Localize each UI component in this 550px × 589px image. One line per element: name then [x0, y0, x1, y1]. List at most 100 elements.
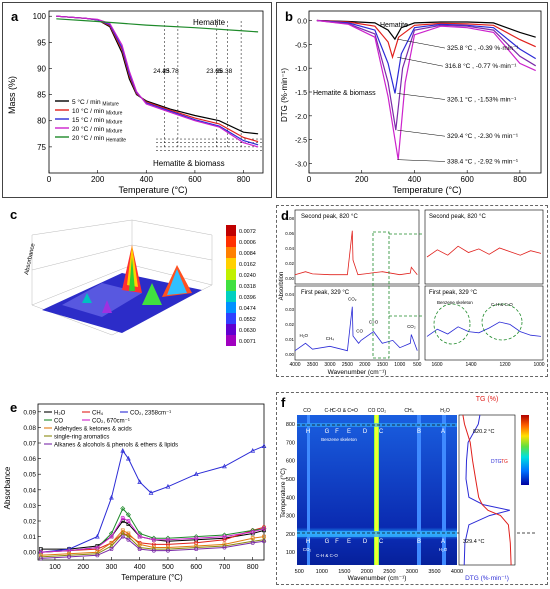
- top-band-label: C-O & C=O: [332, 408, 358, 414]
- zoom-box: [372, 231, 390, 359]
- peak-label: CH₄: [326, 336, 334, 341]
- z-axis-label: Absorbance: [24, 242, 37, 275]
- legend-label: CO₂, 2358cm⁻¹: [130, 411, 171, 417]
- legend-dtg: DTG: [491, 459, 502, 465]
- series-line: [56, 15, 259, 148]
- top-band-label: CH₄: [404, 408, 413, 414]
- tg-dtg-curves: DTG TG: [462, 414, 512, 566]
- y-tick-label: 0.05: [23, 472, 36, 479]
- x-tick-label: 3000: [406, 569, 418, 575]
- band-a: [442, 415, 446, 565]
- x-tick-label: 500: [413, 362, 422, 368]
- x-tick-label: 500: [295, 569, 304, 575]
- mixture-note: Hematite & biomass: [153, 159, 225, 168]
- data-point: [137, 479, 143, 484]
- colorbar-label: 0.0318: [239, 284, 256, 290]
- peak-label: CO₂: [348, 296, 357, 301]
- band-letter-top: B: [417, 429, 421, 435]
- colorbar-label: 0.0084: [239, 251, 256, 257]
- bottom-title: First peak, 329 °C: [301, 290, 350, 296]
- y-tick-label-bottom: 0.03: [285, 307, 294, 312]
- band-letter-top: G: [325, 429, 330, 435]
- colorbar-label: 0.0552: [239, 317, 256, 323]
- x-tick-label: 400: [134, 564, 146, 571]
- peak-label: CO: [356, 329, 363, 334]
- x-tick-label: 4000: [451, 569, 463, 575]
- x-tick-label: 600: [188, 175, 202, 184]
- colorbar-label: 0.0162: [239, 262, 256, 268]
- x-tick-label: 1000: [394, 362, 405, 368]
- ch-co-circle: [481, 303, 523, 341]
- data-point: [222, 534, 227, 539]
- series-line: [316, 19, 536, 60]
- x-tick-label: 200: [77, 564, 89, 571]
- y-tick-label-top: 0.02: [285, 261, 294, 266]
- legend-label: CO: [54, 419, 63, 425]
- data-point: [193, 471, 199, 477]
- y-axis-label: Absorbtion: [279, 272, 285, 301]
- hematite-note: Hematite: [380, 22, 408, 29]
- series-line: [316, 19, 537, 94]
- legend-label: 20 °C / min Mixture: [72, 125, 123, 135]
- x-tick-label-right: 1000: [533, 362, 544, 368]
- ftir-spectra: d Second peak, 820 °C First peak, 329 °C…: [279, 208, 545, 376]
- y-tick-label-top: 0.00: [285, 276, 294, 281]
- series-line: [56, 18, 259, 33]
- x-tick-label-right: 1200: [499, 362, 510, 368]
- legend-label: Alkanes & alcohols & phenols & ethers & …: [54, 443, 178, 449]
- x-axis-label: Temperature (°C): [392, 185, 461, 195]
- y-tick-label-bottom: 0.01: [285, 337, 294, 342]
- y-tick-label: 100: [33, 12, 47, 21]
- data-point: [250, 448, 256, 453]
- legend-label: CO₂, 670cm⁻¹: [92, 419, 130, 425]
- hematite-note: Hematite: [193, 18, 226, 27]
- data-point: [137, 530, 143, 536]
- y-tick-label: 0.02: [23, 519, 36, 526]
- y-tick-label-bottom: 0.04: [285, 292, 294, 297]
- peak-label: 326.1 °C , -1.53% min⁻¹: [447, 96, 517, 104]
- y-axis-label: Temperature (°C): [279, 468, 287, 518]
- colorbar-label: 0.0072: [239, 229, 256, 235]
- peak-leader: [397, 38, 446, 49]
- data-point: [151, 537, 156, 542]
- x-tick-label: 600: [190, 564, 202, 571]
- data-point: [126, 537, 131, 542]
- vline-label: 24.43: [153, 68, 170, 75]
- x-tick-label: 800: [513, 175, 527, 184]
- series-line: [40, 535, 265, 559]
- panel-a-label: a: [11, 9, 19, 24]
- y-tick-label: 75: [37, 143, 46, 152]
- peak-label: H₂O: [299, 333, 308, 338]
- peak-leader: [397, 93, 446, 100]
- band-letter-bottom: G: [325, 539, 330, 545]
- top-band-label: C-H: [325, 408, 334, 414]
- axis-ticks: 4000 3500 3000 2500 2000 1500 1000 500 1600 1400 1…: [285, 216, 545, 368]
- panel-f-label: f: [281, 395, 286, 410]
- top-right-frame: [424, 209, 544, 285]
- first-peak-band: [297, 531, 457, 537]
- data-point: [125, 512, 131, 518]
- legend-label: Aldehydes & ketones & acids: [54, 427, 132, 433]
- x-tick-label: 3000: [324, 362, 335, 368]
- axis-ticks: 500 1000 1500 2000 2500 3000 3500 4000 100 200 300…: [286, 422, 463, 575]
- colorbar-cell: [226, 269, 236, 280]
- series-lines: [38, 443, 267, 561]
- top-band-labels: CO C-HC-O & C=O CO CO₂ CH₄ H₂O H₂O CO₂ C-H & C-…: [303, 408, 450, 558]
- y-tick-label: 0.0: [297, 19, 307, 26]
- x-tick-label: 1500: [338, 569, 350, 575]
- absorbance-surface: [42, 245, 202, 333]
- x-tick-label: 200: [355, 175, 369, 184]
- zoom-spectrum-820: [426, 245, 542, 258]
- mixture-note: Hematite & biomass: [313, 90, 376, 97]
- y-tick-label: 0.03: [23, 503, 36, 510]
- data-point: [126, 455, 131, 461]
- band-letter-bottom: C: [379, 539, 384, 545]
- x-tick-label: 300: [106, 564, 118, 571]
- bottom-band-label: Benzene skeleton: [321, 437, 357, 442]
- dtg-chart: b 0 200 400 600 800 0.0 -0.5 -1.0 -1.5 -2.0 -2.5 -3…: [280, 9, 542, 195]
- band-letter-bottom: A: [441, 539, 445, 545]
- colorbar-label: 0.0240: [239, 273, 256, 279]
- data-point: [194, 547, 199, 552]
- data-point: [165, 537, 170, 542]
